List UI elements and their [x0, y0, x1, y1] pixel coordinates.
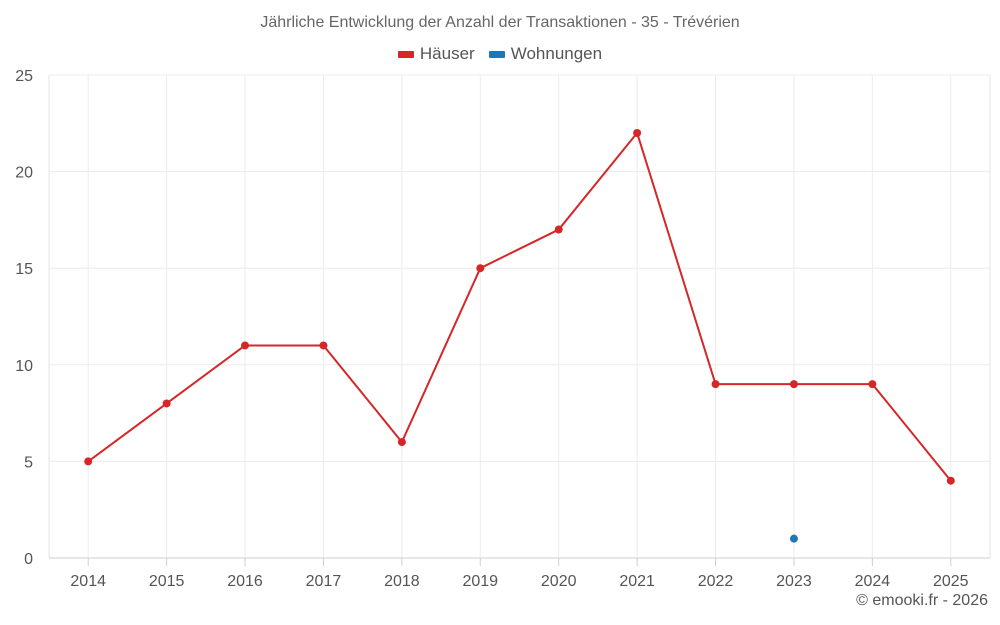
legend-item-wohnungen[interactable]: Wohnungen: [488, 44, 603, 64]
chart-title: Jährliche Entwicklung der Anzahl der Tra…: [260, 14, 740, 31]
x-tick-label: 2025: [933, 573, 969, 590]
x-tick-label: 2022: [698, 573, 734, 590]
data-point-haeuser: [476, 264, 485, 273]
x-tick-label: 2017: [306, 573, 342, 590]
x-tick-label: 2019: [462, 573, 498, 590]
data-point-haeuser: [946, 476, 955, 485]
data-point-haeuser: [162, 399, 171, 408]
series-line-haeuser: [87, 131, 952, 482]
x-tick-label: 2015: [149, 573, 185, 590]
legend-swatch-wohnungen: [488, 50, 505, 58]
legend-label-haeuser: Häuser: [419, 44, 475, 63]
data-point-haeuser: [554, 225, 563, 234]
y-tick-label: 5: [24, 454, 33, 471]
x-tick-label: 2014: [70, 573, 106, 590]
series-layer: [84, 128, 955, 543]
y-tick-label: 20: [15, 165, 33, 182]
data-point-haeuser: [319, 341, 328, 350]
legend-swatch-haeuser: [397, 50, 414, 58]
copyright-text: © emooki.fr - 2026: [856, 592, 988, 609]
data-point-haeuser: [633, 128, 642, 137]
data-point-haeuser: [84, 457, 93, 466]
y-tick-label: 15: [15, 261, 33, 278]
legend: Häuser Wohnungen: [0, 44, 1000, 64]
legend-label-wohnungen: Wohnungen: [510, 44, 603, 63]
data-point-haeuser: [868, 380, 877, 389]
y-tick-label: 25: [15, 68, 33, 85]
x-tick-label: 2023: [776, 573, 812, 590]
grid-layer: [49, 74, 990, 558]
x-tick-label: 2016: [227, 573, 263, 590]
data-point-haeuser: [711, 380, 720, 389]
y-tick-label: 0: [24, 551, 33, 568]
x-tick-label: 2020: [541, 573, 577, 590]
data-point-haeuser: [789, 380, 798, 389]
x-tick-label: 2024: [855, 573, 891, 590]
data-point-wohnungen: [789, 534, 798, 543]
data-point-haeuser: [397, 438, 406, 447]
x-tick-label: 2021: [619, 573, 655, 590]
legend-item-haeuser[interactable]: Häuser: [397, 44, 475, 64]
x-tick-label: 2018: [384, 573, 420, 590]
data-point-haeuser: [241, 341, 250, 350]
y-tick-label: 10: [15, 358, 33, 375]
